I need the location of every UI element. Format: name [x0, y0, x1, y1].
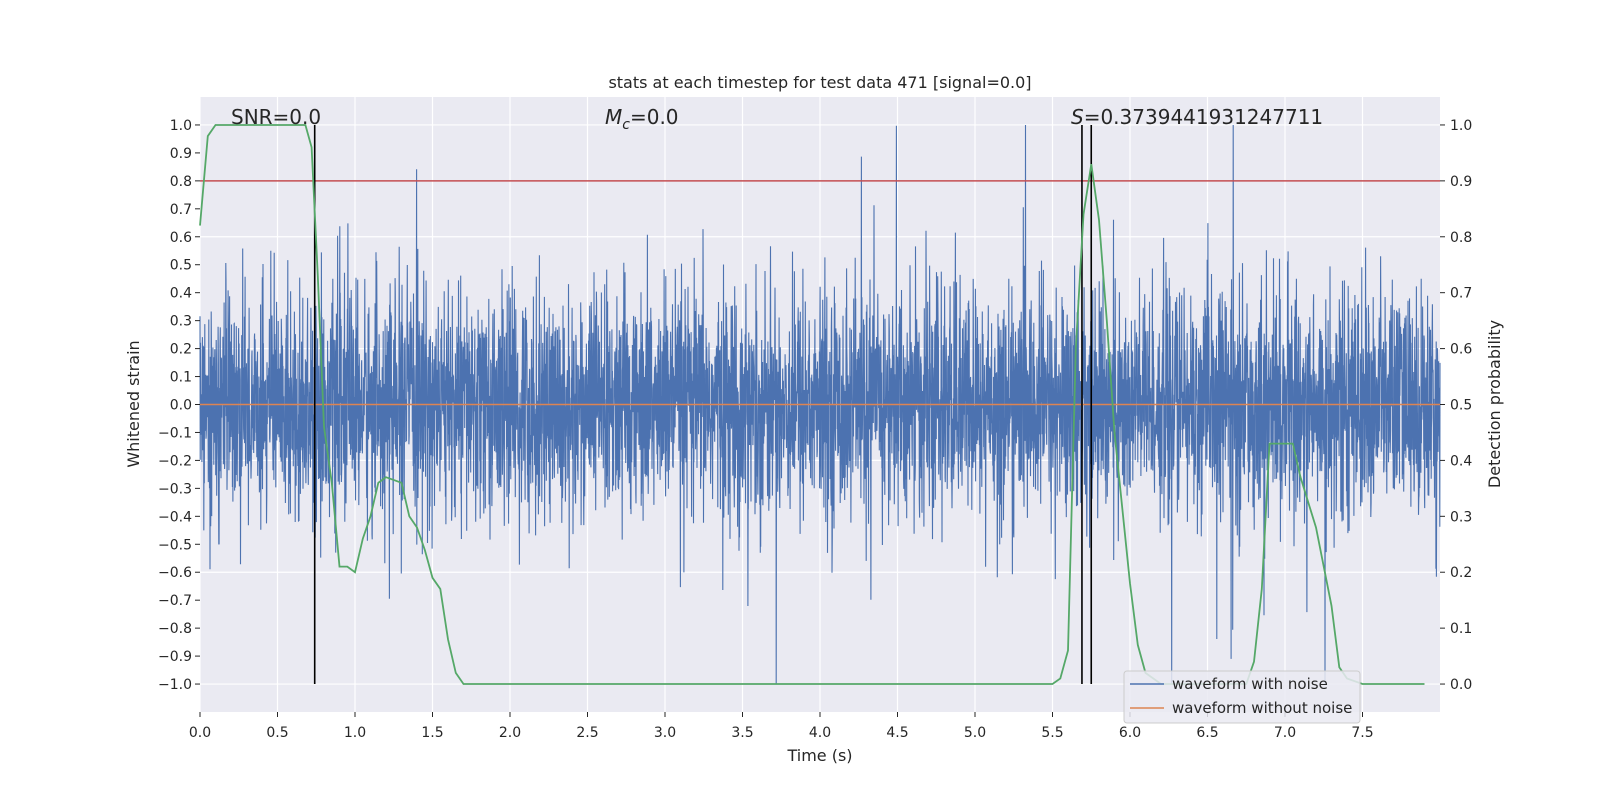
y-tick-label: −0.8: [158, 621, 192, 637]
y-tick-label: 0.6: [170, 230, 192, 246]
s-value: =0.3739441931247711: [1084, 105, 1323, 129]
y2-tick-label: 0.9: [1450, 174, 1472, 190]
mc-subscript: c: [622, 117, 630, 133]
y2-axis-label: Detection probability: [1485, 320, 1504, 488]
y2-tick-label: 0.6: [1450, 342, 1472, 358]
x-tick-label: 1.0: [344, 725, 366, 741]
y-tick-label: −0.6: [158, 565, 192, 581]
legend-label-noise: waveform with noise: [1172, 675, 1328, 693]
y2-tick-label: 0.0: [1450, 677, 1472, 693]
y-tick-label: 0.1: [170, 370, 192, 386]
x-axis-ticks: 0.0 0.5 1.0 1.5 2.0 2.5 3.0 3.5 4.0 4.5 5.0 5.5 6.0 6…: [189, 712, 1374, 741]
y2-tick-label: 0.4: [1450, 453, 1472, 469]
noisy-waveform-line: [199, 124, 1441, 685]
s-annotation: S=0.3739441931247711: [1071, 105, 1323, 129]
probability-line: [199, 124, 1425, 685]
y-tick-label: 0.5: [170, 258, 192, 274]
legend-label-clean: waveform without noise: [1172, 699, 1352, 717]
legend: waveform with noise waveform without noi…: [1123, 670, 1361, 724]
mc-symbol: M: [605, 105, 622, 129]
y-tick-label: −0.5: [158, 537, 192, 553]
legend-box: [1123, 670, 1361, 724]
y2-tick-label: 0.8: [1450, 230, 1472, 246]
x-tick-label: 1.5: [421, 725, 443, 741]
x-tick-label: 2.0: [499, 725, 521, 741]
x-tick-label: 0.5: [266, 725, 288, 741]
y-tick-label: 0.9: [170, 146, 192, 162]
y-tick-label: 0.8: [170, 174, 192, 190]
y-tick-label: 1.0: [170, 118, 192, 134]
noisy-waveform-series: [199, 124, 1441, 685]
x-tick-label: 6.5: [1196, 725, 1218, 741]
probability-series: [199, 124, 1425, 685]
x-tick-label: 6.0: [1119, 725, 1141, 741]
x-tick-label: 0.0: [189, 725, 211, 741]
chart-title: stats at each timestep for test data 471…: [608, 73, 1031, 92]
y-tick-label: −0.9: [158, 649, 192, 665]
y2-tick-label: 0.3: [1450, 509, 1472, 525]
x-tick-label: 7.0: [1274, 725, 1296, 741]
x-tick-label: 2.5: [576, 725, 598, 741]
y-tick-label: 0.4: [170, 286, 192, 302]
y2-tick-label: 1.0: [1450, 118, 1472, 134]
y-tick-label: −0.4: [158, 509, 192, 525]
y2-tick-label: 0.7: [1450, 286, 1472, 302]
y-tick-label: −0.7: [158, 593, 192, 609]
y-tick-label: 0.7: [170, 202, 192, 218]
x-tick-label: 4.0: [809, 725, 831, 741]
y-tick-label: 0.2: [170, 342, 192, 358]
y-tick-label: 0.3: [170, 314, 192, 330]
x-axis-label: Time (s): [786, 746, 852, 765]
y-tick-label: −0.1: [158, 425, 192, 441]
y2-tick-label: 0.1: [1450, 621, 1472, 637]
y-axis-ticks: 1.0 0.9 0.8 0.7 0.6 0.5 0.4 0.3 0.2 0.1 0.0 −0.1 −0.…: [158, 118, 200, 693]
x-tick-label: 7.5: [1351, 725, 1373, 741]
x-tick-label: 3.5: [731, 725, 753, 741]
x-tick-label: 3.0: [654, 725, 676, 741]
y-axis-label: Whitened strain: [124, 340, 143, 467]
x-tick-label: 5.5: [1041, 725, 1063, 741]
y2-tick-label: 0.2: [1450, 565, 1472, 581]
snr-annotation: SNR=0.0: [231, 105, 321, 129]
y-tick-label: −1.0: [158, 677, 192, 693]
y-tick-label: −0.3: [158, 481, 192, 497]
x-tick-label: 5.0: [964, 725, 986, 741]
mc-value: =0.0: [630, 105, 679, 129]
s-symbol: S: [1071, 105, 1084, 129]
y2-tick-label: 0.5: [1450, 398, 1472, 414]
y-tick-label: −0.2: [158, 453, 192, 469]
y-tick-label: 0.0: [170, 398, 192, 414]
x-tick-label: 4.5: [886, 725, 908, 741]
mc-annotation: Mc=0.0: [605, 105, 679, 133]
y2-axis-ticks: 1.0 0.9 0.8 0.7 0.6 0.5 0.4 0.3 0.2 0.1 0.0: [1440, 118, 1472, 693]
